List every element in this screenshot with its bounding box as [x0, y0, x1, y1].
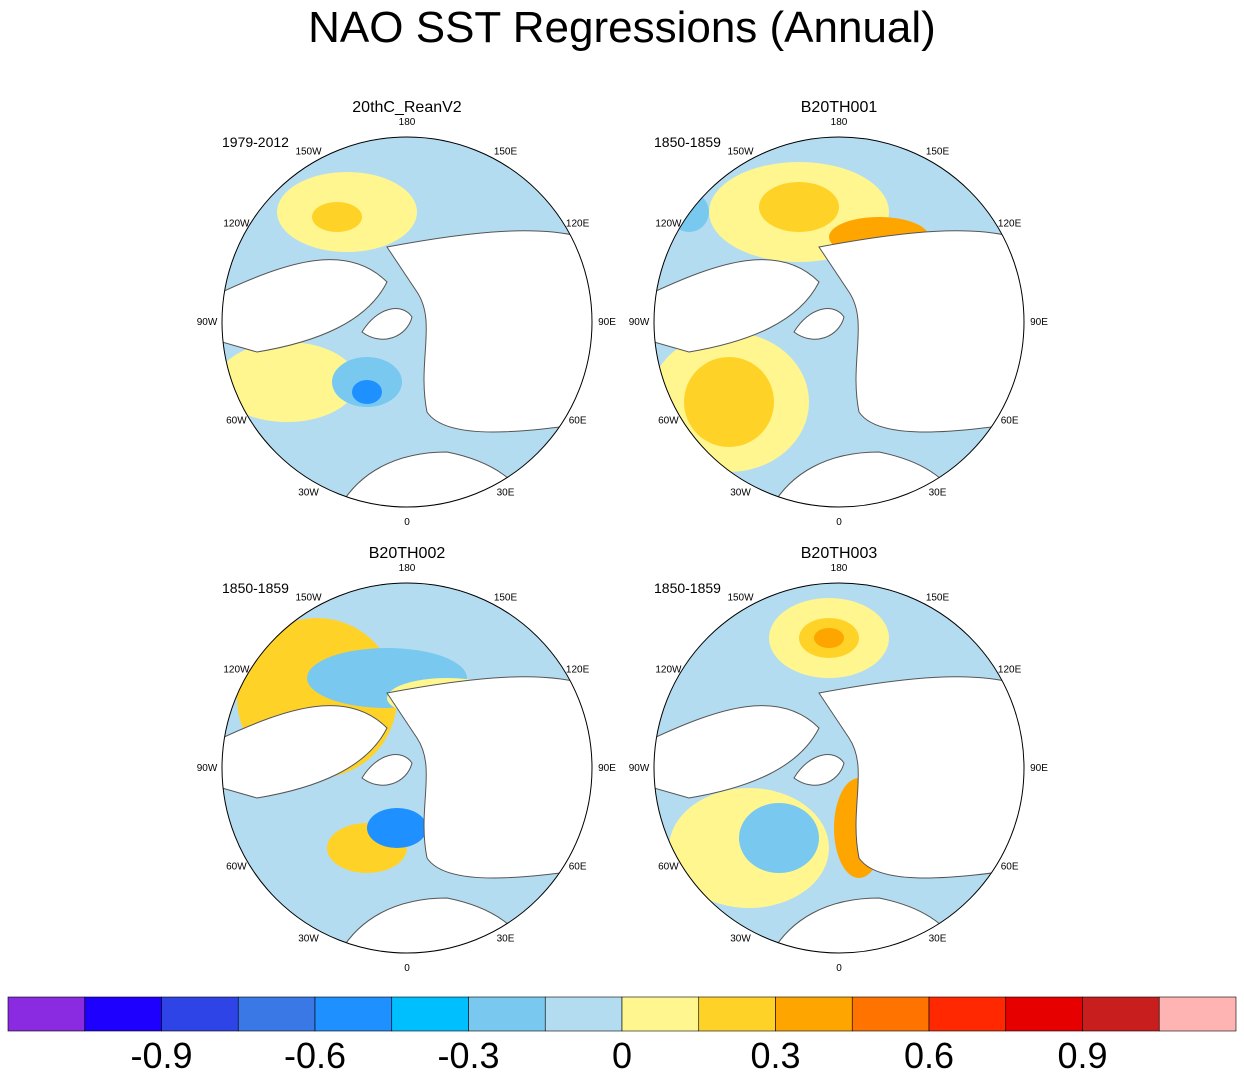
- longitude-label: 60E: [1001, 416, 1019, 427]
- longitude-label: 90W: [629, 763, 650, 774]
- panel-title: B20TH001: [801, 99, 878, 116]
- longitude-label: 30W: [730, 934, 751, 945]
- longitude-label: 0: [404, 963, 410, 974]
- longitude-label: 0: [404, 517, 410, 528]
- longitude-label: 90E: [1030, 763, 1048, 774]
- colorbar-box: [928, 996, 1007, 1032]
- longitude-label: 150W: [295, 592, 322, 603]
- colorbar-label: -0.6: [284, 1035, 346, 1076]
- longitude-label: 60E: [569, 862, 587, 873]
- longitude-label: 30W: [730, 488, 751, 499]
- longitude-label: 180: [399, 117, 416, 128]
- longitude-label: 120E: [566, 665, 590, 676]
- colorbar-box: [237, 996, 316, 1032]
- longitude-label: 30E: [497, 488, 515, 499]
- map-field: [654, 583, 1024, 953]
- map-panel: B20TH003 1850-1859 180 150E 120E 90E 60E 30E 0 30…: [629, 545, 1049, 974]
- map-field: [222, 137, 592, 507]
- colorbar-box: [391, 996, 469, 1032]
- longitude-label: 30W: [298, 934, 319, 945]
- longitude-label: 180: [399, 563, 416, 574]
- colorbar-box: [7, 996, 86, 1032]
- longitude-label: 60E: [569, 416, 587, 427]
- colorbar: -0.9 -0.6 -0.3 0 0.3 0.6 0.9: [7, 996, 1237, 1076]
- colorbar-box: [621, 996, 700, 1032]
- panel-period: 1850-1859: [222, 580, 289, 596]
- longitude-label: 30E: [497, 934, 515, 945]
- colorbar-box: [161, 996, 239, 1032]
- colorbar-box: [851, 996, 930, 1032]
- longitude-label: 90W: [197, 763, 218, 774]
- colorbar-label: -0.3: [437, 1035, 499, 1076]
- longitude-label: 180: [831, 563, 848, 574]
- longitude-label: 60W: [226, 862, 247, 873]
- colorbar-box: [1005, 996, 1083, 1032]
- longitude-label: 90E: [1030, 317, 1048, 328]
- longitude-label: 30E: [929, 488, 947, 499]
- panel-title: 20thC_ReanV2: [352, 99, 462, 116]
- longitude-label: 150E: [926, 146, 950, 157]
- map-border: [653, 136, 1025, 508]
- longitude-label: 90E: [598, 317, 616, 328]
- longitude-label: 90E: [598, 763, 616, 774]
- colorbar-box: [84, 996, 162, 1032]
- map-field: [222, 583, 592, 953]
- panel-period: 1850-1859: [654, 134, 721, 150]
- colorbar-box: [775, 996, 853, 1032]
- longitude-label: 150E: [494, 146, 518, 157]
- longitude-label: 30W: [298, 488, 319, 499]
- longitude-label: 150W: [727, 592, 754, 603]
- panel-period: 1979-2012: [222, 134, 289, 150]
- map-panel: 20thC_ReanV2 1979-2012 180 150E 120E 90E 60E 30…: [197, 99, 617, 528]
- colorbar-label: 0.9: [1057, 1035, 1107, 1076]
- longitude-label: 120E: [998, 665, 1022, 676]
- colorbar-box: [698, 996, 776, 1032]
- panel-period: 1850-1859: [654, 580, 721, 596]
- map-border: [221, 136, 593, 508]
- colorbar-box: [468, 996, 546, 1032]
- longitude-label: 90W: [629, 317, 650, 328]
- colorbar-label: 0.6: [904, 1035, 954, 1076]
- map-panel: B20TH002 1850-1859 180 150E 120E 90E 60E 30E 0 30…: [197, 545, 617, 974]
- longitude-label: 60W: [658, 862, 679, 873]
- colorbar-box: [544, 996, 623, 1032]
- longitude-label: 60W: [658, 416, 679, 427]
- map-field: [654, 137, 1024, 507]
- longitude-label: 60E: [1001, 862, 1019, 873]
- longitude-label: 120E: [566, 219, 590, 230]
- longitude-label: 150W: [727, 146, 754, 157]
- figure-title: NAO SST Regressions (Annual): [308, 3, 936, 52]
- longitude-label: 30E: [929, 934, 947, 945]
- longitude-label: 180: [831, 117, 848, 128]
- colorbar-label: -0.9: [130, 1035, 192, 1076]
- longitude-label: 0: [836, 517, 842, 528]
- longitude-label: 120W: [223, 219, 250, 230]
- longitude-label: 60W: [226, 416, 247, 427]
- panel-title: B20TH003: [801, 545, 878, 562]
- colorbar-box: [1082, 996, 1160, 1032]
- longitude-label: 120E: [998, 219, 1022, 230]
- longitude-label: 150W: [295, 146, 322, 157]
- longitude-label: 0: [836, 963, 842, 974]
- longitude-label: 120W: [223, 665, 250, 676]
- map-panel: B20TH001 1850-1859 180 150E 120E 90E 60E 30E 0 30…: [629, 99, 1049, 528]
- longitude-label: 150E: [926, 592, 950, 603]
- longitude-label: 90W: [197, 317, 218, 328]
- longitude-label: 120W: [655, 219, 682, 230]
- longitude-label: 120W: [655, 665, 682, 676]
- colorbar-label: 0: [612, 1035, 632, 1076]
- map-border: [653, 582, 1025, 954]
- map-border: [221, 582, 593, 954]
- colorbar-label: 0.3: [750, 1035, 800, 1076]
- colorbar-box: [1158, 996, 1237, 1032]
- longitude-label: 150E: [494, 592, 518, 603]
- panel-title: B20TH002: [369, 545, 446, 562]
- colorbar-box: [314, 996, 393, 1032]
